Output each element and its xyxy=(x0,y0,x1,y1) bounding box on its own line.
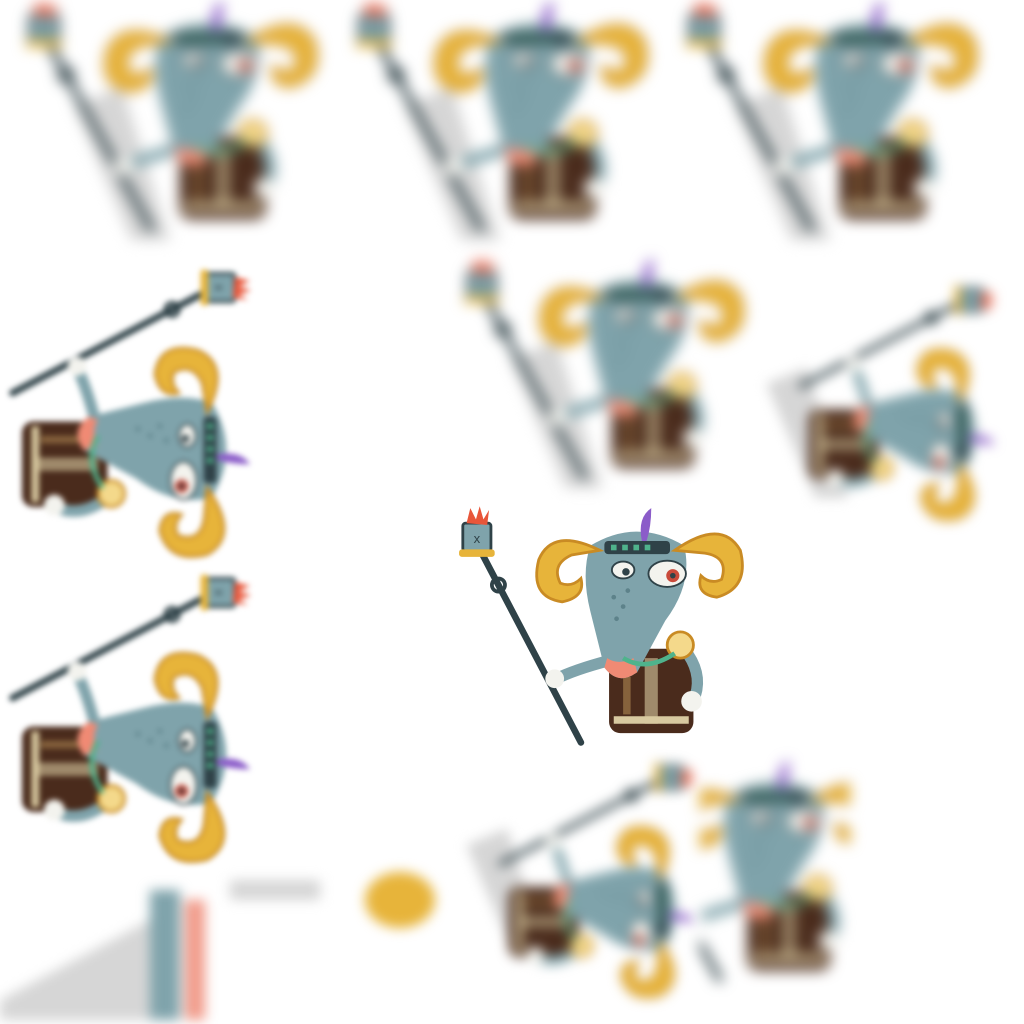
ram-sprite-icon xyxy=(230,872,435,928)
sprite-frame-1 xyxy=(10,0,330,250)
sprite-frame-8 xyxy=(445,500,745,760)
ram-sprite-icon xyxy=(670,0,990,241)
sprite-frame-5 xyxy=(455,255,750,500)
sprite-frame-3 xyxy=(670,0,990,250)
sprite-frame-12 xyxy=(0,880,230,1020)
ram-sprite-icon xyxy=(455,255,750,489)
sprite-frame-6 xyxy=(750,260,995,540)
sprite-frame-2 xyxy=(340,0,660,250)
ram-sprite-icon xyxy=(466,755,695,1000)
sprite-frame-11 xyxy=(230,870,450,930)
sprite-frame-9 xyxy=(450,755,695,1000)
sprite-frame-7 xyxy=(0,565,250,865)
ram-sprite-icon xyxy=(0,890,205,1020)
sprite-frame-4 xyxy=(0,260,250,560)
ram-sprite-icon xyxy=(0,260,250,560)
sprite-frame-10 xyxy=(700,760,850,1000)
ram-sprite-icon xyxy=(766,260,995,540)
ram-sprite-icon xyxy=(445,500,745,760)
ram-sprite-icon xyxy=(10,0,330,241)
ram-sprite-icon xyxy=(340,0,660,241)
ram-sprite-icon xyxy=(0,565,250,865)
ram-sprite-icon xyxy=(700,760,850,1000)
